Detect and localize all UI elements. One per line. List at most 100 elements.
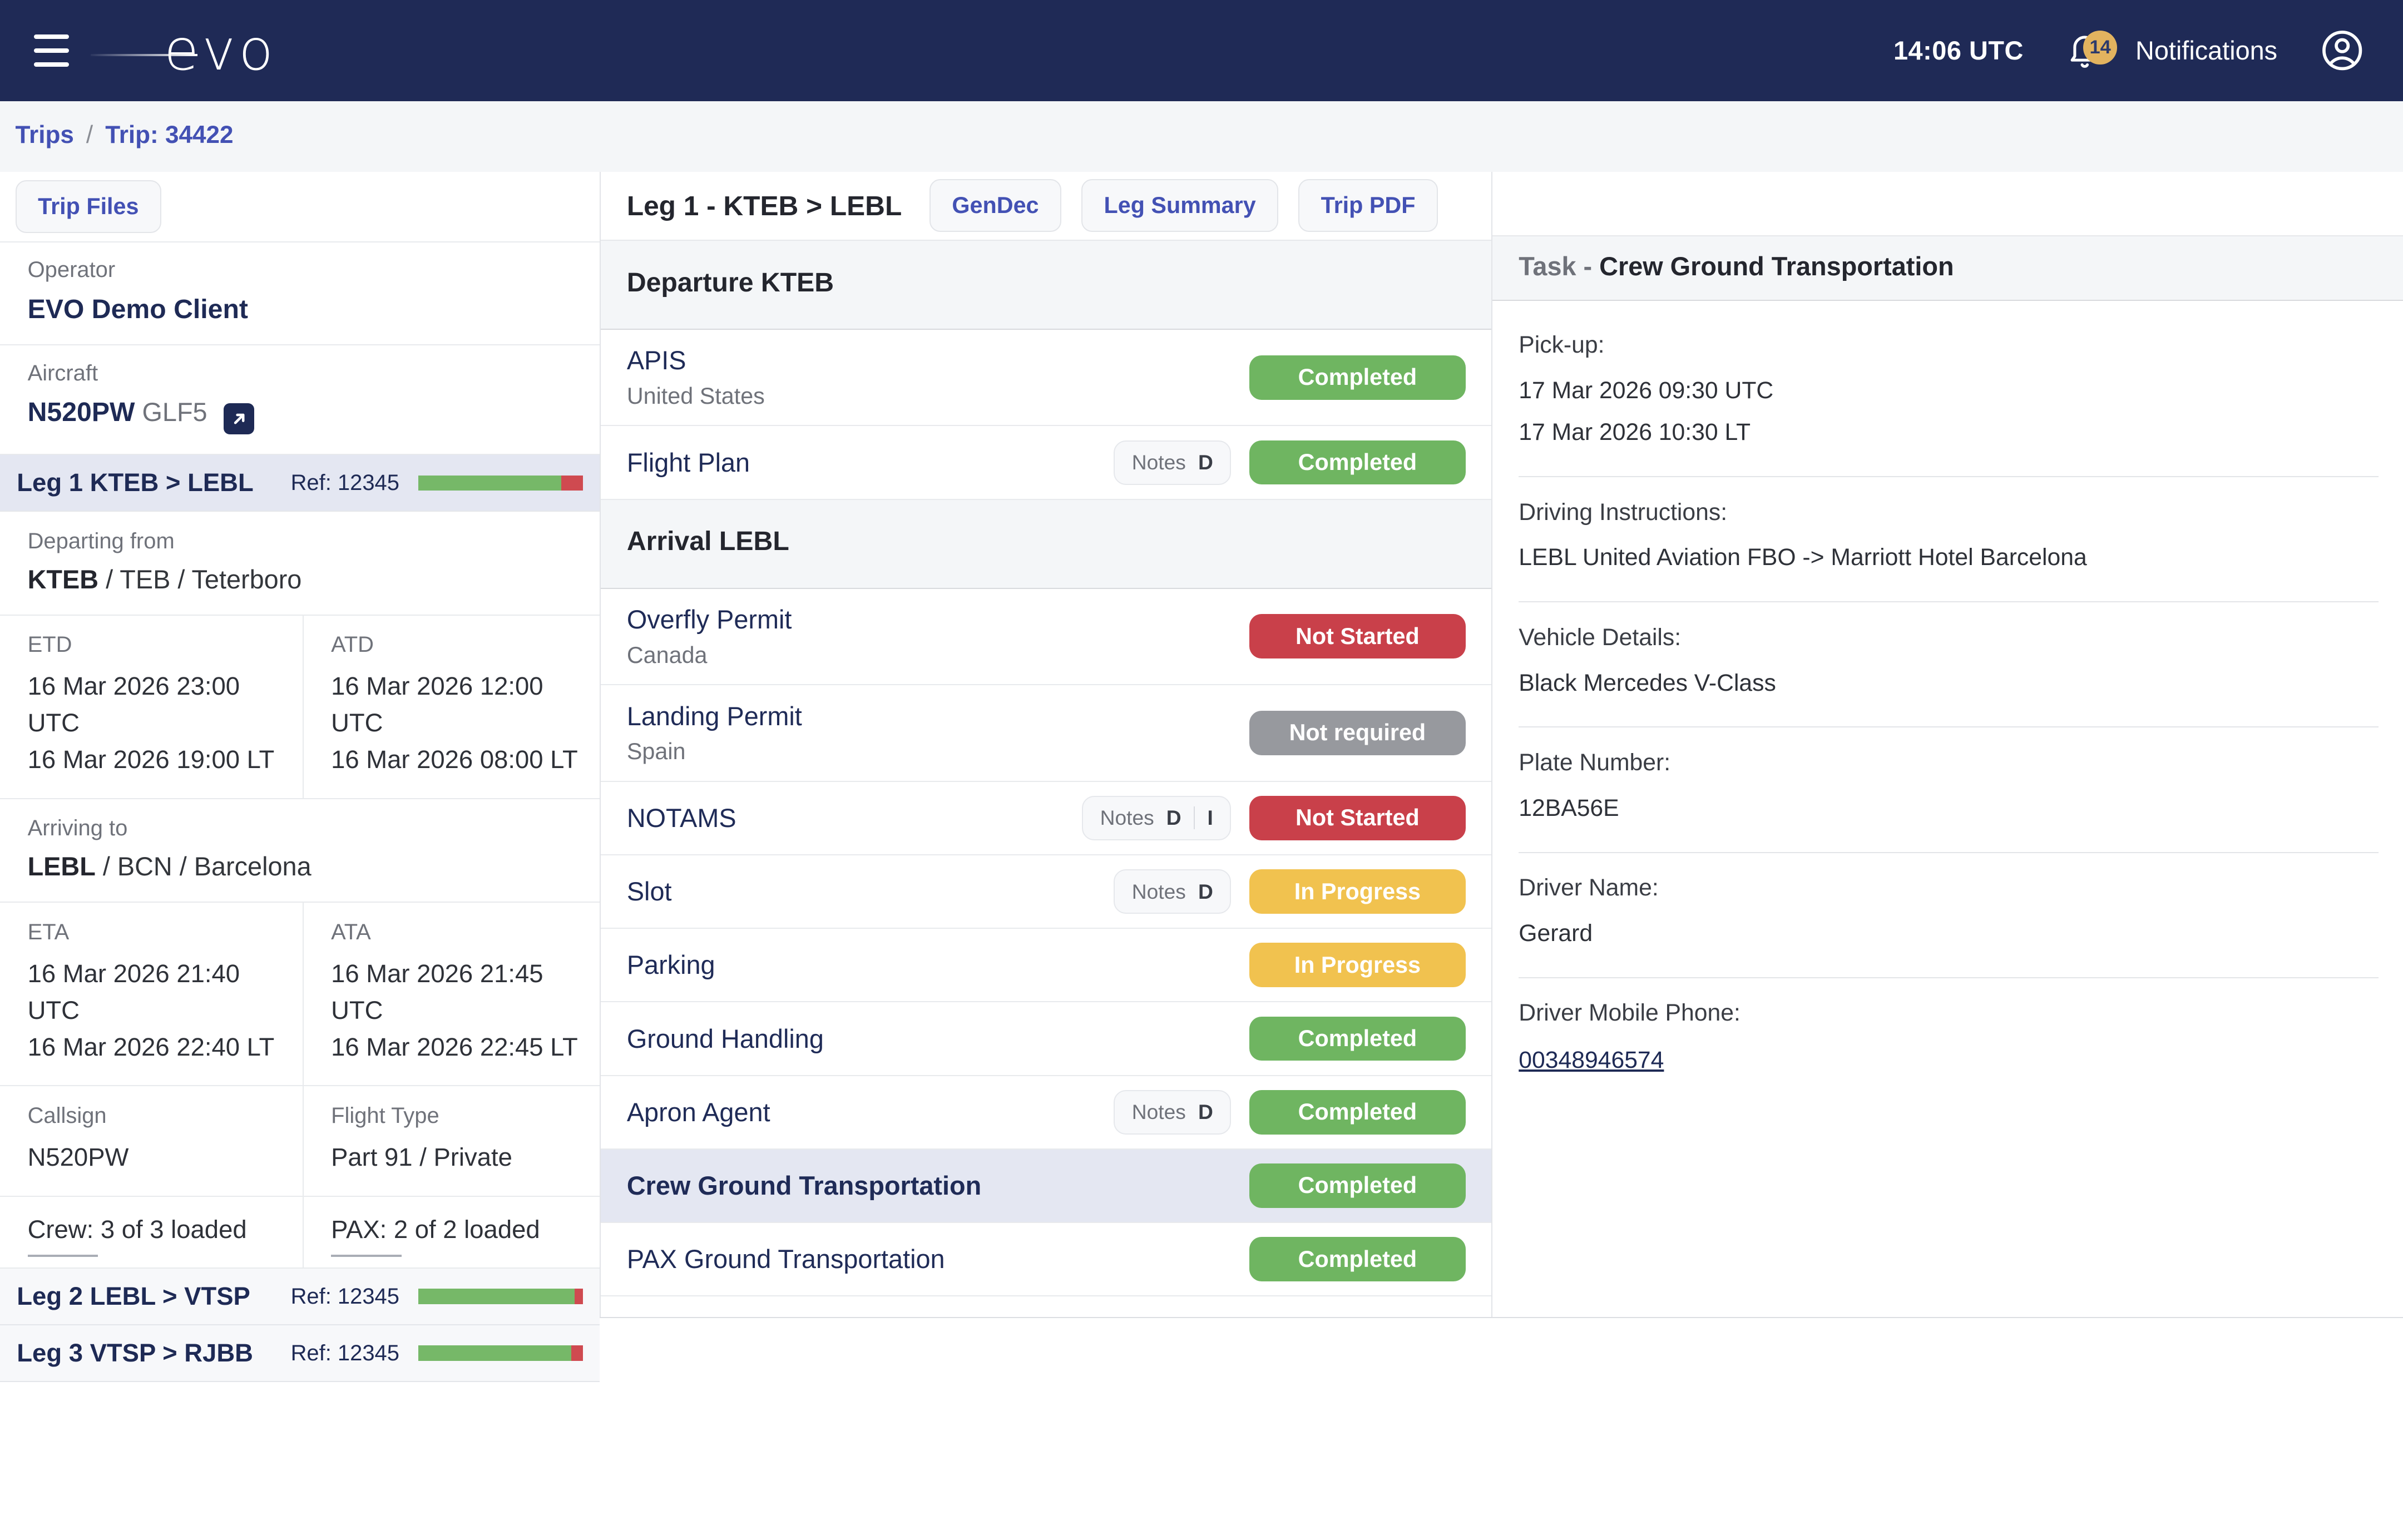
bell-icon: 14: [2065, 31, 2117, 71]
notes-chip[interactable]: Notes D: [1114, 440, 1232, 485]
task-row-apis[interactable]: APIS United States Completed: [600, 329, 1492, 427]
detail-label: Vehicle Details:: [1519, 623, 1682, 651]
notes-chip[interactable]: Notes D: [1114, 1090, 1232, 1135]
task-row-pax-ground-transportation[interactable]: PAX Ground Transportation Completed: [600, 1223, 1492, 1297]
detail-block-driver-mobile-phone: Driver Mobile Phone: 00348946574: [1519, 978, 2379, 1100]
notes-flag-d: D: [1198, 879, 1213, 903]
driver-phone-link[interactable]: 00348946574: [1519, 1047, 1664, 1074]
breadcrumb-separator: /: [86, 121, 93, 148]
notes-chip[interactable]: Notes D I: [1082, 795, 1232, 840]
status-badge-in-progress[interactable]: In Progress: [1249, 869, 1466, 914]
detail-label: Driving Instructions:: [1519, 498, 1728, 526]
task-name: Parking: [626, 950, 715, 980]
sidebar-leg-3[interactable]: Leg 3 VTSP > RJBB Ref: 12345: [0, 1325, 600, 1382]
leg-summary-button[interactable]: Leg Summary: [1081, 179, 1279, 232]
detail-block-driving-instructions: Driving Instructions: LEBL United Aviatio…: [1519, 477, 2379, 603]
status-badge-in-progress[interactable]: In Progress: [1249, 943, 1466, 988]
eta-cell: ETA 16 Mar 2026 21:40 UTC 16 Mar 2026 22:…: [0, 903, 304, 1086]
task-row-crew-ground-transportation[interactable]: Crew Ground Transportation Completed: [600, 1149, 1492, 1224]
evo-logo: evo: [90, 22, 276, 79]
breadcrumb: Trips / Trip: 34422: [0, 101, 2403, 172]
leg-title: Leg 1 - KTEB > LEBL: [626, 190, 902, 221]
task-country: Canada: [626, 642, 708, 668]
section-header-arrival-lebl: Arrival LEBL: [600, 499, 1492, 589]
task-name: Crew Ground Transportation: [626, 1171, 982, 1200]
status-badge-not-started[interactable]: Not Started: [1249, 614, 1466, 659]
detail-value: 17 Mar 2026 09:30 UTC: [1519, 377, 1774, 404]
callsign-flighttype-grid: Callsign N520PW Flight Type Part 91 / Pr…: [0, 1086, 600, 1197]
task-row-landing-permit[interactable]: Landing Permit Spain Not required: [600, 685, 1492, 782]
task-row-flight-plan[interactable]: Flight Plan Notes D Completed: [600, 426, 1492, 500]
atd-cell: ATD 16 Mar 2026 12:00 UTC 16 Mar 2026 08:…: [331, 632, 578, 774]
crew-loaded-link[interactable]: Crew: 3 of 3 loaded: [0, 1196, 304, 1268]
sidebar-leg-1[interactable]: Leg 1 KTEB > LEBL Ref: 12345: [0, 455, 600, 512]
task-row-parking[interactable]: Parking In Progress: [600, 929, 1492, 1003]
operator-label: Operator: [27, 258, 116, 283]
ata-cell: ATA 16 Mar 2026 21:45 UTC 16 Mar 2026 22:…: [331, 919, 578, 1061]
status-badge-not-required[interactable]: Not required: [1249, 710, 1466, 755]
task-row-overfly-permit[interactable]: Overfly Permit Canada Not Started: [600, 588, 1492, 686]
aircraft-external-link-icon[interactable]: [224, 403, 255, 434]
section-header-departure-kteb: Departure KTEB: [600, 240, 1492, 330]
status-badge-completed[interactable]: Completed: [1249, 355, 1466, 400]
aircraft-type: GLF5: [142, 398, 207, 427]
task-name: PAX Ground Transportation: [626, 1245, 945, 1274]
notifications-button[interactable]: 14 Notifications: [2065, 31, 2277, 71]
status-badge-completed[interactable]: Completed: [1249, 1237, 1466, 1282]
notes-chip-label: Notes: [1131, 1100, 1186, 1124]
status-badge-not-started[interactable]: Not Started: [1249, 795, 1466, 840]
task-name: Landing Permit: [626, 701, 802, 731]
detail-label: Driver Name:: [1519, 874, 1659, 902]
trip-sidebar: Trip Files Operator EVO Demo Client Airc…: [0, 171, 601, 1382]
detail-block-pick-up: Pick-up: 17 Mar 2026 09:30 UTC 17 Mar 2026…: [1519, 310, 2379, 478]
status-badge-completed[interactable]: Completed: [1249, 440, 1466, 485]
detail-block-vehicle-details: Vehicle Details: Black Mercedes V-Class: [1519, 602, 2379, 728]
logo-dash: [90, 54, 198, 57]
chip-divider: [1193, 806, 1195, 830]
notes-flag-d: D: [1198, 1100, 1213, 1124]
profile-icon[interactable]: [2318, 27, 2366, 74]
task-row-slot[interactable]: Slot Notes D In Progress: [600, 855, 1492, 929]
notes-flag-d: D: [1166, 806, 1181, 830]
task-name: Overfly Permit: [626, 605, 792, 634]
task-row-apron-agent[interactable]: Apron Agent Notes D Completed: [600, 1076, 1492, 1150]
detail-value: LEBL United Aviation FBO -> Marriott Hot…: [1519, 544, 2087, 571]
breadcrumb-current[interactable]: Trip: 34422: [105, 121, 234, 148]
task-country: United States: [626, 383, 765, 409]
notes-flag-d: D: [1198, 450, 1213, 474]
crew-pax-row: Crew: 3 of 3 loaded PAX: 2 of 2 loaded: [0, 1196, 600, 1269]
menu-icon[interactable]: [33, 34, 69, 67]
task-detail-panel: Task - Crew Ground Transportation Pick-u…: [1492, 172, 2403, 1317]
status-badge-completed[interactable]: Completed: [1249, 1090, 1466, 1135]
detail-block-plate-number: Plate Number: 12BA56E: [1519, 727, 2379, 853]
trip-files-button[interactable]: Trip Files: [15, 180, 162, 233]
operator-info: Operator EVO Demo Client: [0, 242, 600, 346]
sidebar-leg-2[interactable]: Leg 2 LEBL > VTSP Ref: 12345: [0, 1269, 600, 1326]
notification-count-badge: 14: [2083, 31, 2117, 65]
flight-type-cell: Flight Type Part 91 / Private: [331, 1103, 512, 1171]
notes-flag-i: I: [1207, 806, 1213, 830]
task-row-ground-handling[interactable]: Ground Handling Completed: [600, 1002, 1492, 1076]
leg-header-row: Leg 1 - KTEB > LEBL GenDec Leg Summary T…: [600, 172, 1492, 241]
task-row-notams[interactable]: NOTAMS Notes D I Not Started: [600, 781, 1492, 855]
trip-files-row: Trip Files: [0, 172, 600, 242]
pax-loaded-link[interactable]: PAX: 2 of 2 loaded: [304, 1197, 600, 1267]
breadcrumb-trips[interactable]: Trips: [15, 121, 74, 148]
notes-chip[interactable]: Notes D: [1114, 869, 1232, 914]
leg-1-progress-bar: [418, 475, 583, 491]
detail-value: Gerard: [1519, 920, 1593, 947]
detail-label: Driver Mobile Phone:: [1519, 999, 1741, 1027]
task-name: Apron Agent: [626, 1097, 770, 1127]
status-badge-completed[interactable]: Completed: [1249, 1016, 1466, 1061]
trip-pdf-button[interactable]: Trip PDF: [1298, 179, 1438, 232]
status-badge-completed[interactable]: Completed: [1249, 1163, 1466, 1208]
task-header-title: Crew Ground Transportation: [1599, 252, 1954, 281]
task-name: NOTAMS: [626, 803, 736, 833]
detail-value: 17 Mar 2026 10:30 LT: [1519, 419, 1751, 446]
gendec-button[interactable]: GenDec: [929, 179, 1062, 232]
task-name: Slot: [626, 877, 672, 907]
departing-info: Departing from KTEB / TEB / Teterboro: [0, 512, 600, 616]
navbar-right: 14:06 UTC 14 Notifications: [1893, 27, 2366, 74]
task-detail-header: Task - Crew Ground Transportation: [1492, 236, 2403, 301]
etd-cell: ETD 16 Mar 2026 23:00 UTC 16 Mar 2026 19:…: [0, 615, 304, 798]
